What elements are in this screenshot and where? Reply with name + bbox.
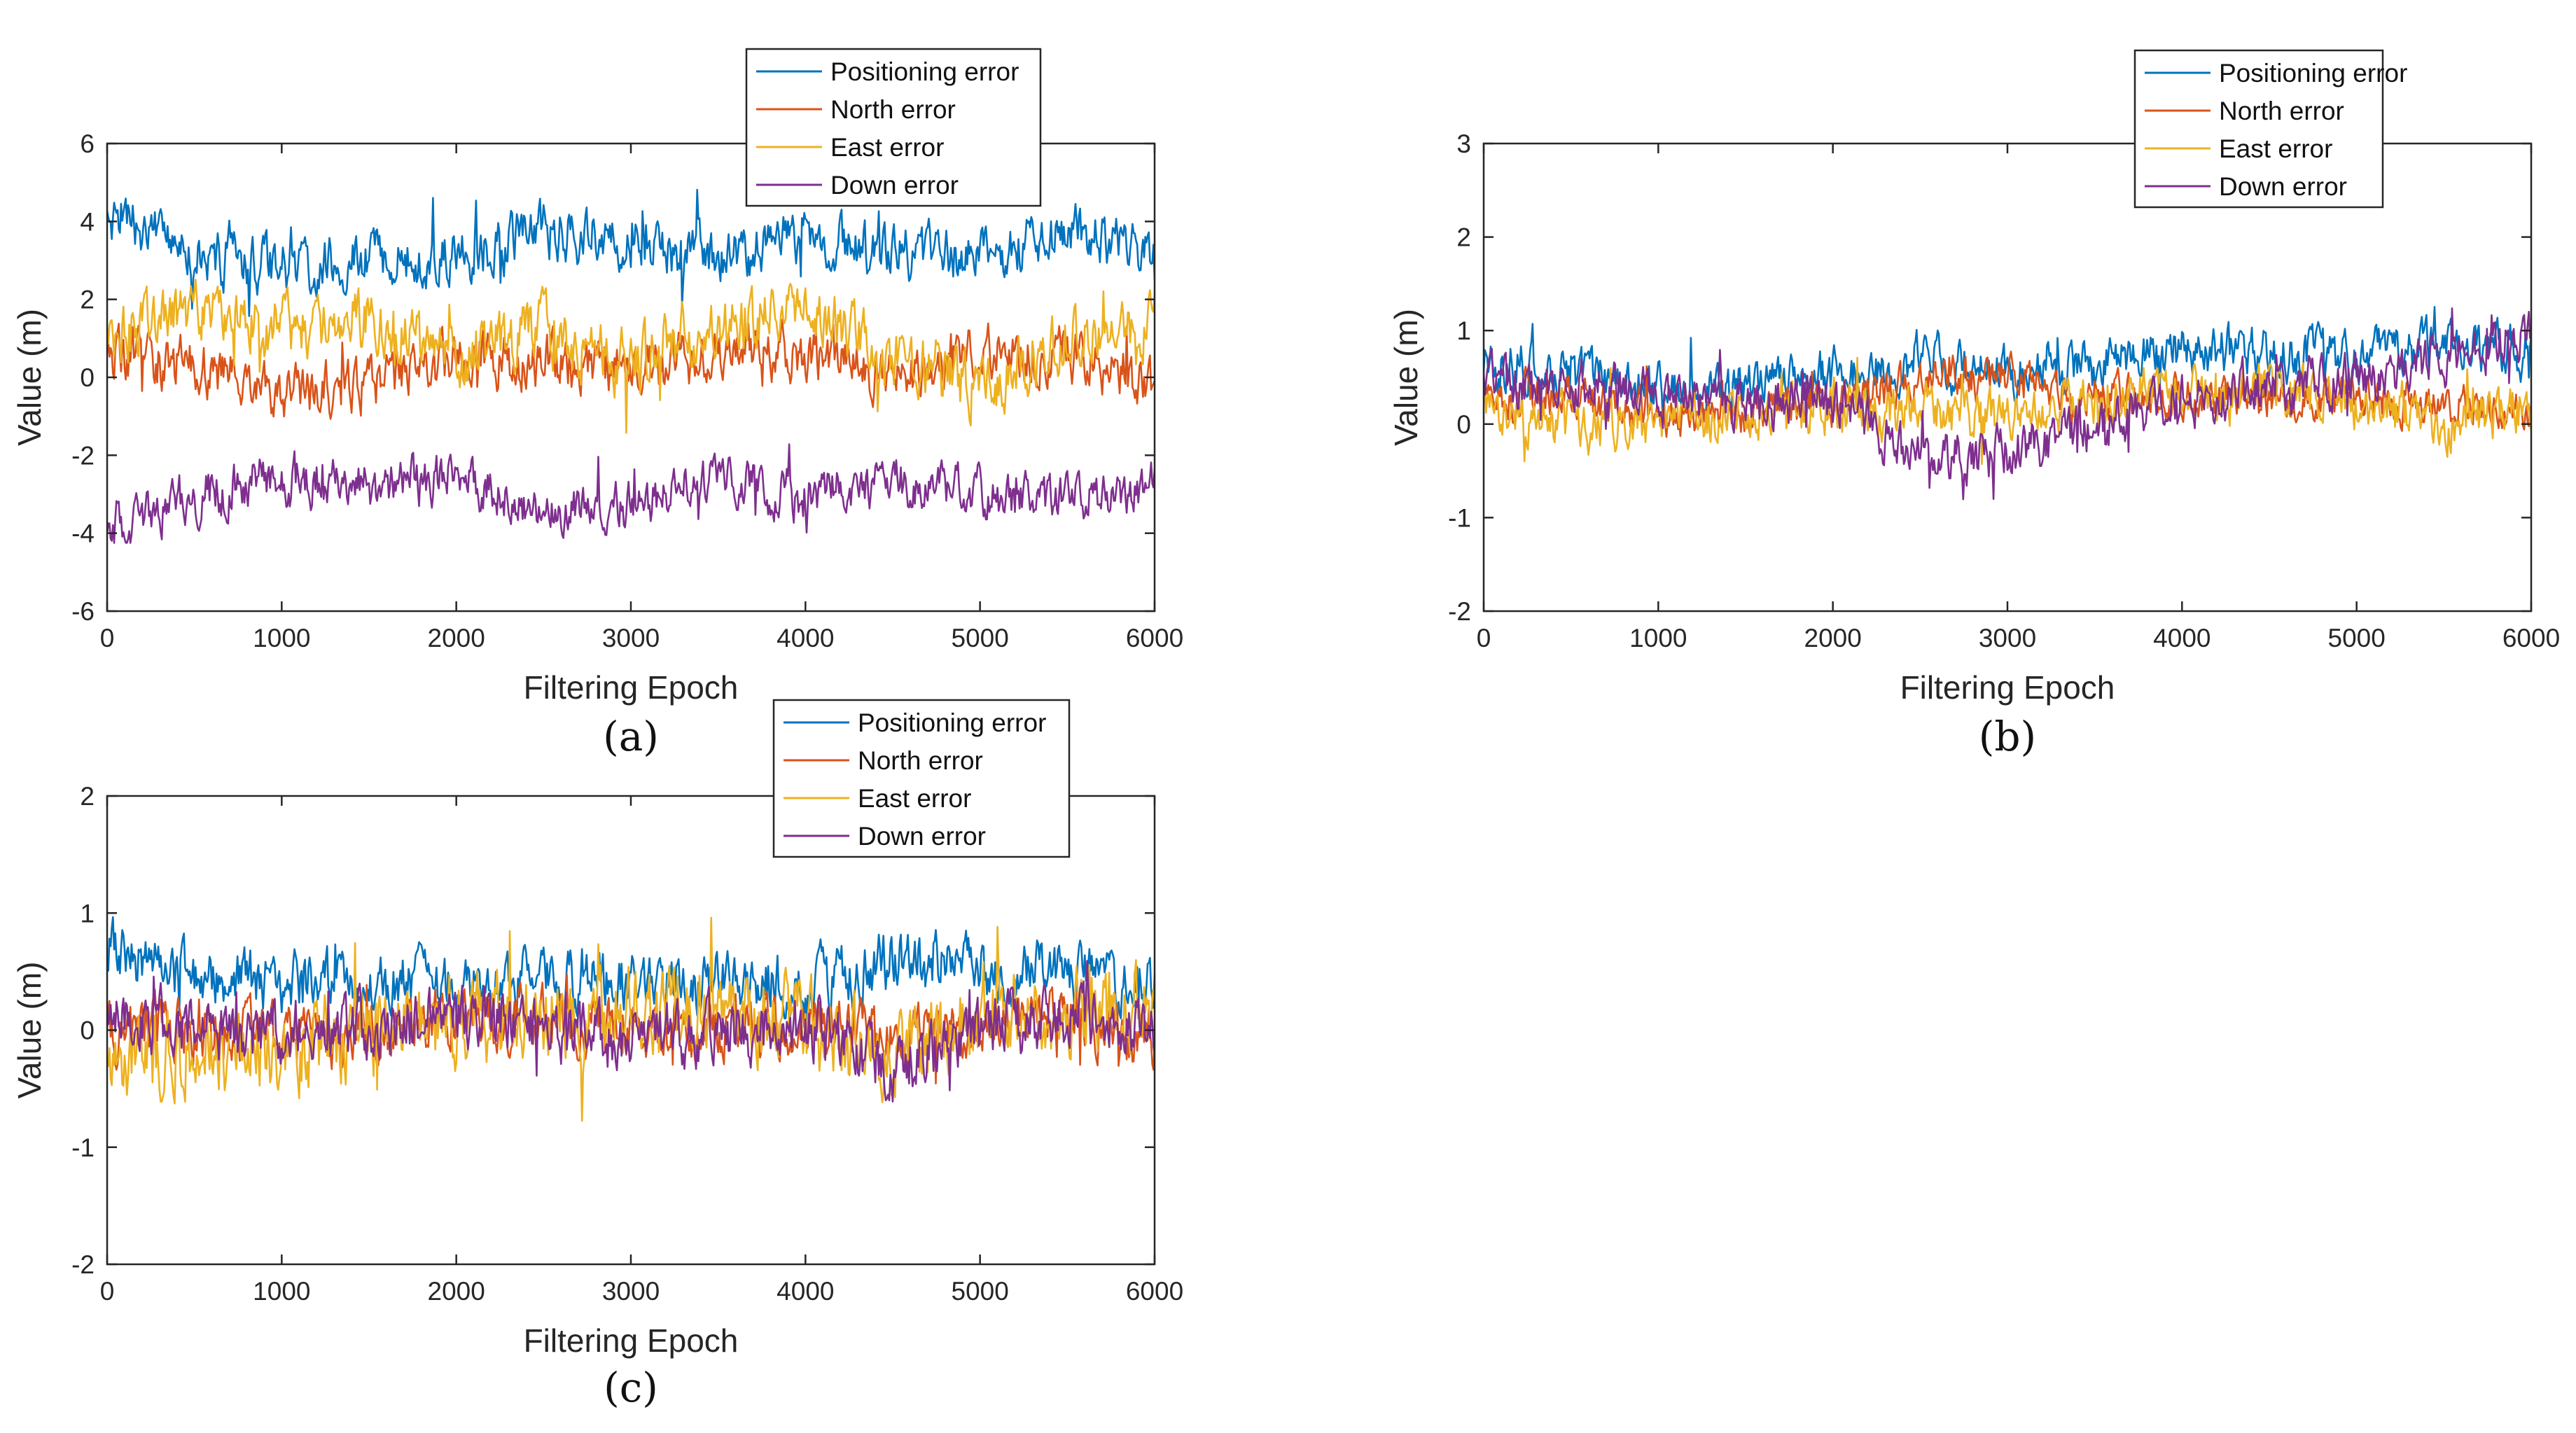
x-tick-label: 4000	[777, 1277, 834, 1306]
y-tick-label: -2	[71, 1250, 95, 1279]
x-tick-label: 4000	[2153, 624, 2211, 652]
x-tick-label: 1000	[1629, 624, 1687, 652]
series-line-positioning	[107, 916, 1155, 1020]
legend-label-down: Down error	[858, 822, 986, 851]
x-tick-label: 0	[100, 624, 115, 652]
y-tick-label: 0	[1456, 410, 1471, 439]
x-tick-label: 2000	[1804, 624, 1862, 652]
legend-label-north: North error	[830, 95, 956, 124]
y-tick-label: 2	[80, 286, 95, 314]
x-tick-label: 2000	[428, 1277, 485, 1306]
legend-label-east: East error	[858, 784, 971, 813]
series-group	[107, 188, 1155, 544]
x-tick-label: 2000	[428, 624, 485, 652]
legend: Positioning error North error East error Do…	[745, 48, 1042, 207]
series-group	[1484, 306, 2531, 501]
x-axis-label: Filtering Epoch	[524, 669, 739, 706]
x-tick-label: 4000	[777, 624, 834, 652]
legend-label-east: East error	[2219, 134, 2332, 163]
x-tick-label: 5000	[2328, 624, 2386, 652]
x-tick-label: 1000	[253, 1277, 310, 1306]
y-tick-label: -2	[71, 441, 95, 470]
series-line-down	[107, 960, 1155, 1103]
legend: Positioning error North error East error Do…	[2133, 49, 2407, 209]
y-tick-label: -6	[71, 597, 95, 626]
panel-label: (b)	[1979, 713, 2036, 760]
panel-label: (a)	[603, 713, 659, 760]
legend-label-positioning: Positioning error	[858, 708, 1046, 737]
x-tick-label: 5000	[952, 624, 1009, 652]
legend-label-positioning: Positioning error	[830, 57, 1019, 86]
legend-label-north: North error	[858, 746, 983, 775]
series-line-positioning	[107, 188, 1155, 317]
y-tick-label: -1	[71, 1133, 95, 1162]
panel-a: 0 1000 2000 3000 4000 5000 6000 -6 -4 -2 0 2 4 6 Filte…	[11, 48, 1183, 760]
y-tick-label: -4	[71, 519, 95, 548]
x-tick-label: 0	[100, 1277, 115, 1306]
series-group	[107, 916, 1155, 1122]
y-tick-label: 0	[80, 1016, 95, 1045]
x-tick-label: 3000	[602, 1277, 660, 1306]
y-tick-label: 6	[80, 130, 95, 158]
x-axis-label: Filtering Epoch	[524, 1322, 739, 1359]
panel-label: (c)	[604, 1364, 658, 1411]
legend-box	[2133, 49, 2384, 209]
panel-c: 0 1000 2000 3000 4000 5000 6000 -2 -1 0 1 2 Filterin…	[11, 699, 1183, 1411]
y-tick-label: 4	[80, 207, 95, 236]
x-axis-label: Filtering Epoch	[1900, 669, 2115, 706]
x-tick-label: 5000	[952, 1277, 1009, 1306]
y-tick-label: 3	[1456, 130, 1471, 158]
legend-label-positioning: Positioning error	[2219, 59, 2407, 88]
panel-b: 0 1000 2000 3000 4000 5000 6000 -2 -1 0 1 2 3 Filteri…	[1388, 49, 2560, 760]
x-tick-label: 1000	[253, 624, 310, 652]
x-tick-label: 3000	[602, 624, 660, 652]
series-line-east	[107, 279, 1155, 434]
legend-box	[772, 699, 1071, 858]
legend: Positioning error North error East error Do…	[772, 699, 1071, 858]
y-tick-label: 1	[1456, 316, 1471, 345]
y-axis-label: Value (m)	[11, 962, 48, 1099]
y-tick-label: 0	[80, 363, 95, 392]
legend-box	[745, 48, 1042, 207]
y-axis-label: Value (m)	[11, 309, 48, 446]
y-tick-label: 1	[80, 899, 95, 928]
x-tick-label: 6000	[1126, 1277, 1183, 1306]
y-tick-label: 2	[1456, 223, 1471, 252]
x-tick-label: 6000	[2502, 624, 2560, 652]
y-axis-label: Value (m)	[1388, 309, 1424, 446]
y-tick-label: 2	[80, 782, 95, 811]
legend-label-north: North error	[2219, 97, 2344, 125]
legend-label-east: East error	[830, 133, 944, 162]
legend-label-down: Down error	[830, 171, 959, 200]
x-tick-label: 3000	[1979, 624, 2036, 652]
series-line-down	[107, 443, 1155, 544]
x-tick-label: 6000	[1126, 624, 1183, 652]
x-tick-label: 0	[1477, 624, 1491, 652]
series-line-down	[1484, 307, 2531, 501]
y-tick-label: -2	[1448, 597, 1471, 626]
legend-label-down: Down error	[2219, 172, 2347, 201]
y-tick-label: -1	[1448, 503, 1471, 532]
